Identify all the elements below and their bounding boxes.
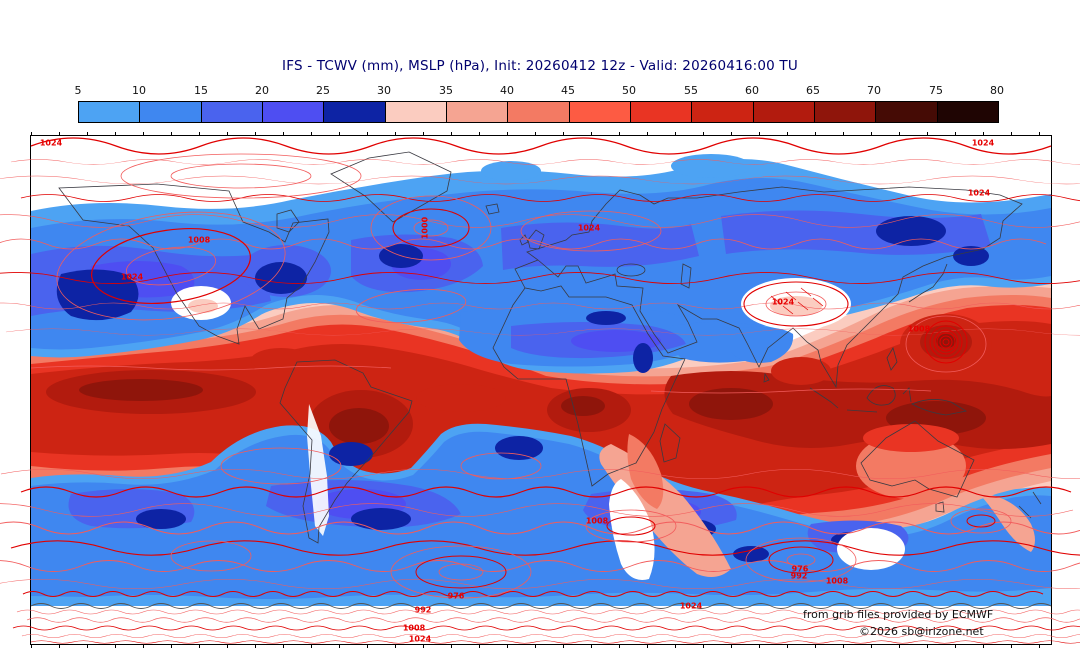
colorbar-cell bbox=[139, 102, 201, 122]
colorbar-tick: 30 bbox=[377, 84, 391, 97]
colorbar-tick-labels: 5 10 15 20 25 30 35 40 45 50 55 60 65 70… bbox=[74, 84, 1005, 98]
colorbar-cell bbox=[691, 102, 753, 122]
colorbar-cell bbox=[629, 102, 692, 122]
pressure-label: 1008 bbox=[402, 623, 426, 633]
pressure-label: 1008 bbox=[907, 324, 931, 334]
colorbar-tick: 45 bbox=[561, 84, 575, 97]
tcwv-shading bbox=[31, 154, 1051, 606]
pressure-label: 1008 bbox=[825, 576, 849, 586]
world-map: 1024 1024 1024 1008 1024 1000 1024 1024 … bbox=[0, 132, 1080, 648]
pressure-label: 1024 bbox=[967, 188, 991, 198]
pressure-label: 992 bbox=[414, 605, 432, 615]
colorbar-tick: 15 bbox=[194, 84, 208, 97]
colorbar-cell bbox=[384, 102, 446, 122]
colorbar-tick: 55 bbox=[684, 84, 698, 97]
colorbar-tick: 70 bbox=[867, 84, 881, 97]
colorbar-tick: 80 bbox=[990, 84, 1004, 97]
mslp-contours bbox=[0, 137, 1080, 644]
pressure-label: 992 bbox=[790, 571, 808, 581]
colorbar-cell bbox=[79, 102, 140, 122]
colorbar-tick: 20 bbox=[255, 84, 269, 97]
colorbar-cell bbox=[936, 102, 998, 122]
colorbar-cell bbox=[507, 102, 569, 122]
pressure-label: 1024 bbox=[771, 297, 795, 307]
colorbar-tick: 10 bbox=[132, 84, 146, 97]
pressure-label: 1024 bbox=[679, 601, 703, 611]
colorbar-cell bbox=[568, 102, 630, 122]
colorbar-cell bbox=[445, 102, 508, 122]
colorbar-cell bbox=[323, 102, 385, 122]
credit-copyright: ©2026 sb@irizone.net bbox=[859, 625, 984, 638]
page-title: IFS - TCWV (mm), MSLP (hPa), Init: 20260… bbox=[282, 58, 798, 74]
colorbar-tick: 75 bbox=[929, 84, 943, 97]
credit-source: from grib files provided by ECMWF bbox=[803, 608, 994, 621]
colorbar: 5 10 15 20 25 30 35 40 45 50 55 60 65 70… bbox=[74, 84, 1005, 124]
pressure-label: 1000 bbox=[420, 216, 430, 240]
colorbar-cell bbox=[752, 102, 814, 122]
colorbar-tick: 25 bbox=[316, 84, 330, 97]
colorbar-tick: 5 bbox=[74, 84, 82, 97]
pressure-label: 1024 bbox=[408, 634, 432, 644]
pressure-label: 1008 bbox=[187, 235, 211, 245]
coastlines bbox=[30, 151, 1052, 609]
pressure-label: 976 bbox=[447, 591, 465, 601]
colorbar-tick: 65 bbox=[806, 84, 820, 97]
colorbar-tick: 40 bbox=[500, 84, 514, 97]
colorbar-tick: 60 bbox=[745, 84, 759, 97]
pressure-label: 1024 bbox=[39, 138, 63, 148]
pressure-label: 1024 bbox=[971, 138, 995, 148]
colorbar-tick: 35 bbox=[439, 84, 453, 97]
colorbar-scale bbox=[78, 101, 999, 123]
pressure-label: 976 bbox=[791, 564, 809, 574]
map-canvas bbox=[0, 132, 1080, 648]
colorbar-cell bbox=[200, 102, 262, 122]
colorbar-tick: 50 bbox=[622, 84, 636, 97]
colorbar-cell bbox=[813, 102, 876, 122]
pressure-label: 1024 bbox=[577, 223, 601, 233]
pressure-label: 1008 bbox=[585, 516, 609, 526]
pressure-label: 1024 bbox=[120, 272, 144, 282]
colorbar-cell bbox=[261, 102, 324, 122]
colorbar-cell bbox=[875, 102, 937, 122]
